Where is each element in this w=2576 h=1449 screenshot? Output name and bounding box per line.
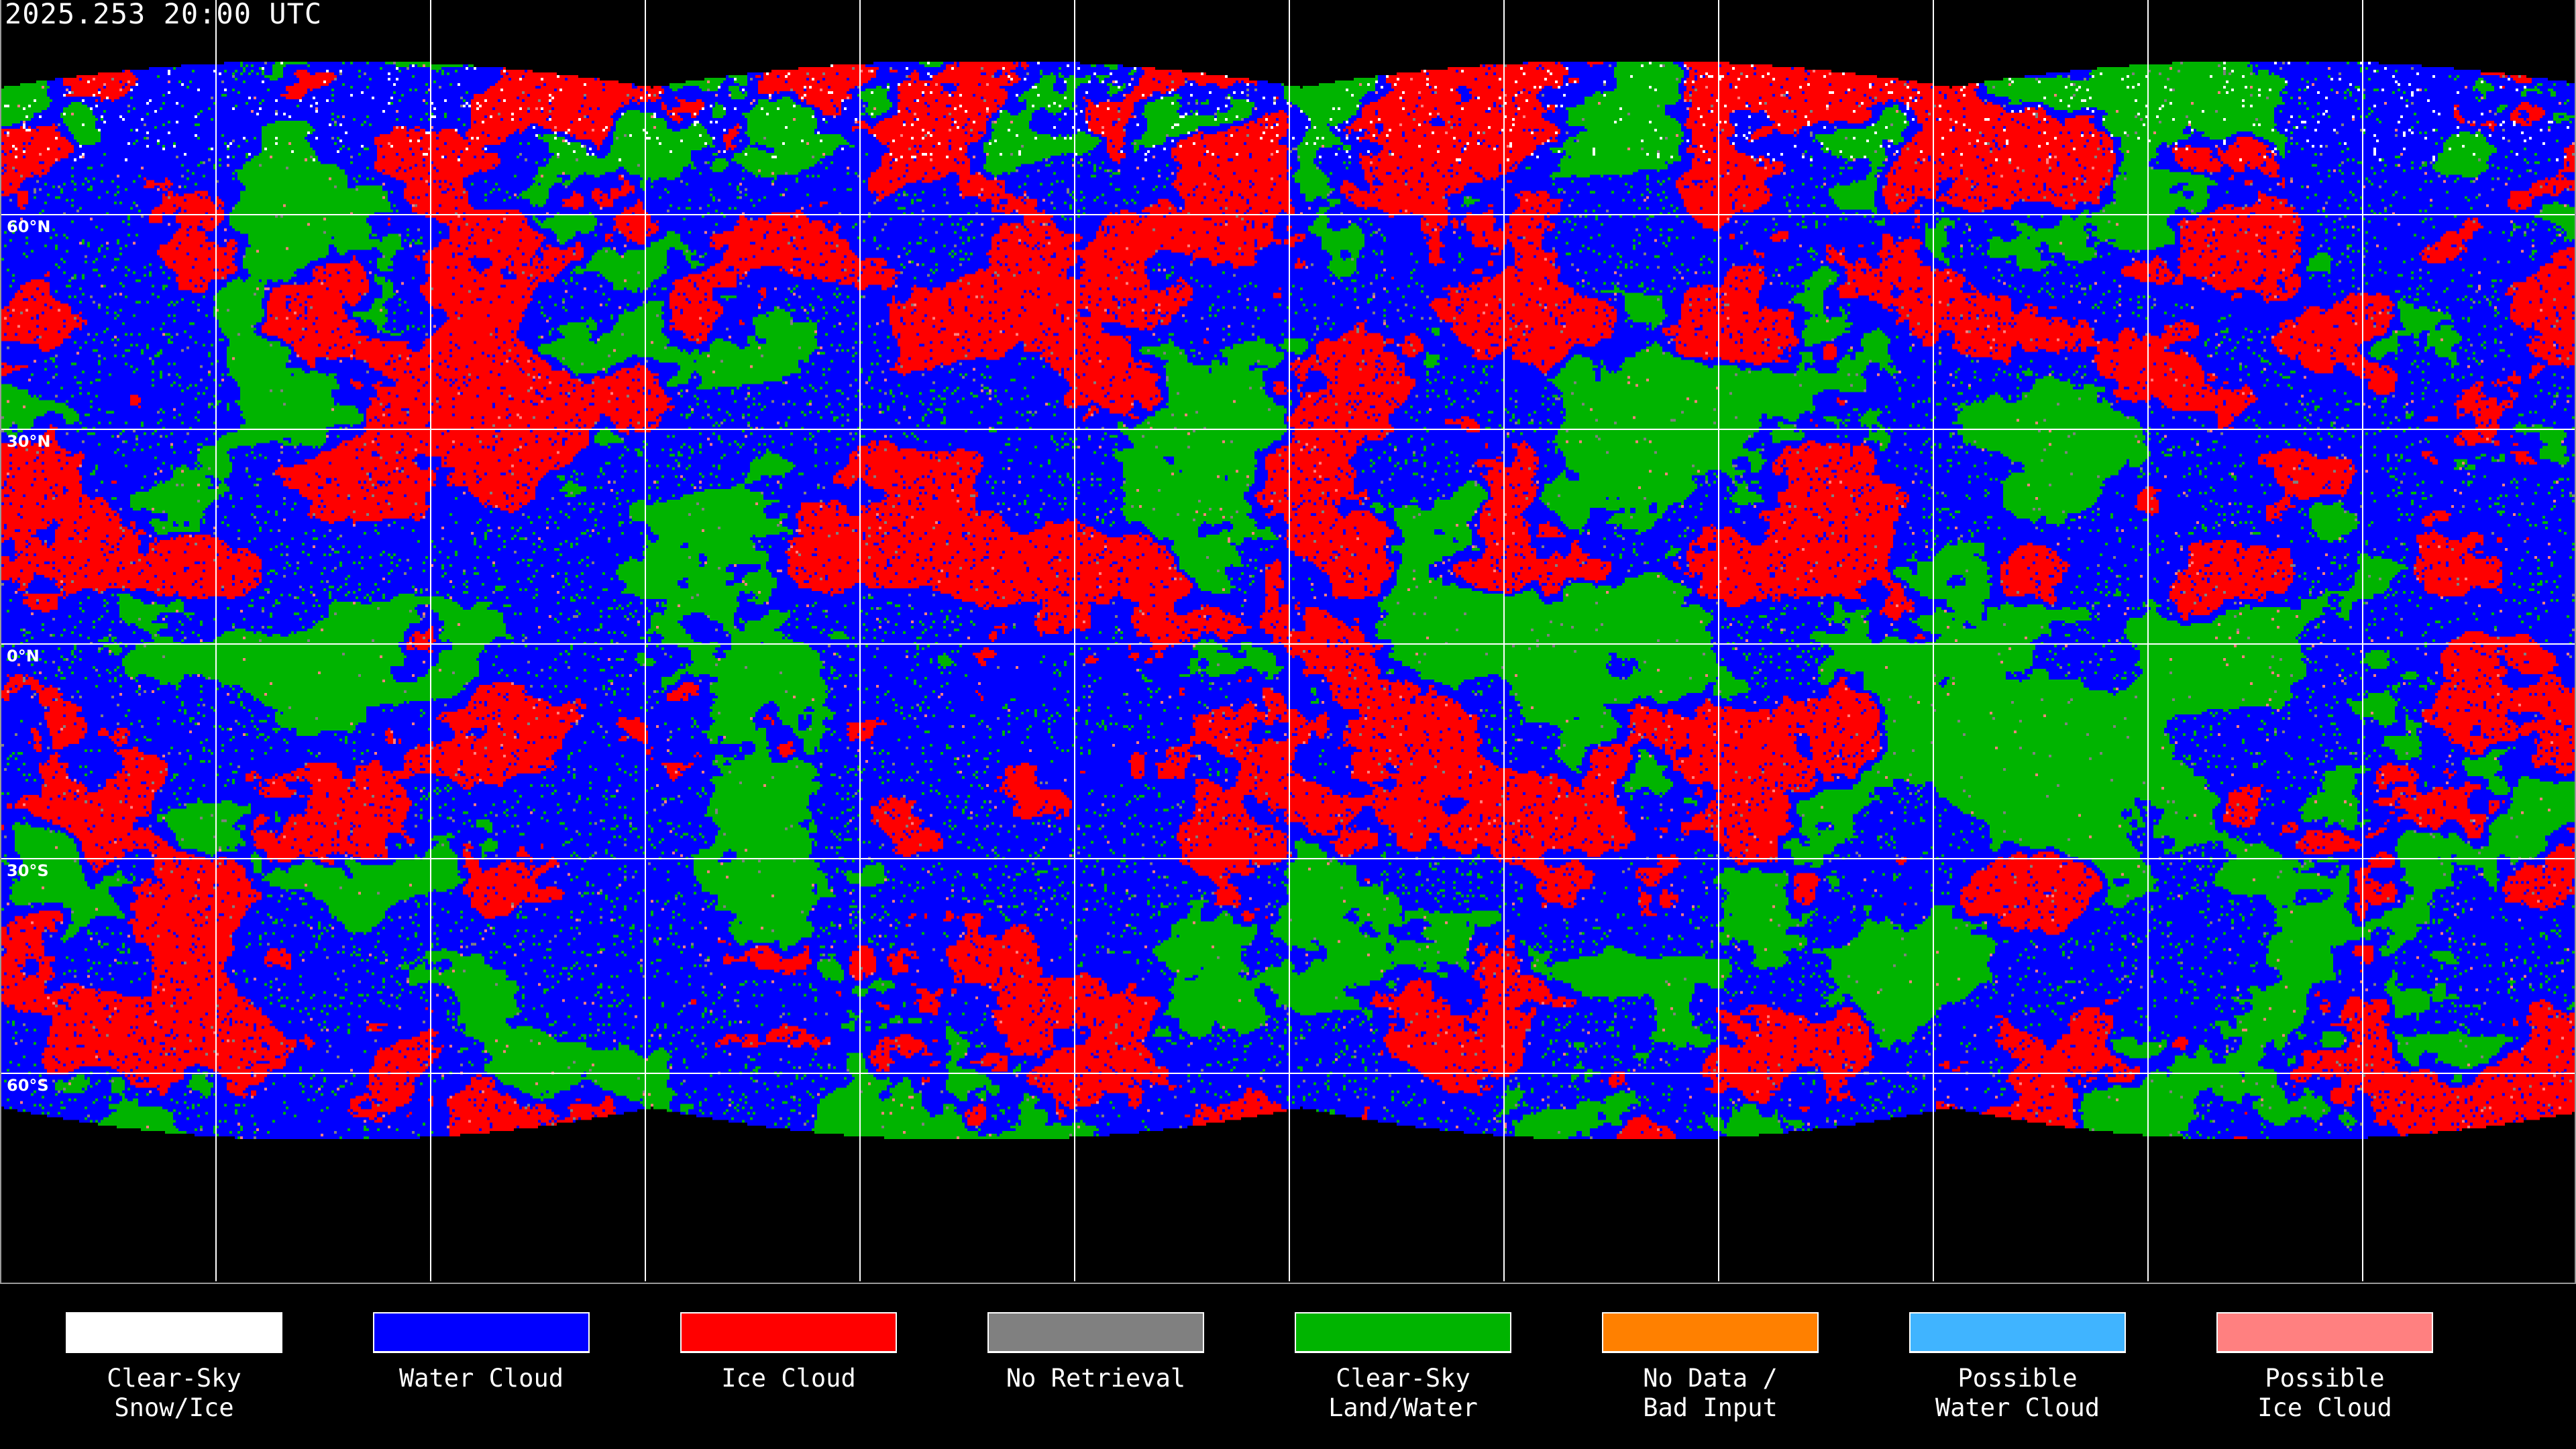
longitude-gridline <box>859 0 861 1281</box>
legend-item-water-cloud: Water Cloud <box>373 1312 590 1393</box>
latitude-gridline <box>1 214 2575 215</box>
lat-label-30s: 30°S <box>7 861 49 880</box>
longitude-gridline <box>1074 0 1075 1281</box>
lat-label-60s: 60°S <box>7 1076 49 1095</box>
legend-label: Clear-Sky Land/Water <box>1328 1364 1478 1422</box>
legend-label: Clear-Sky Snow/Ice <box>107 1364 241 1422</box>
legend-label: Possible Ice Cloud <box>2257 1364 2392 1422</box>
legend-item-ice-cloud: Ice Cloud <box>680 1312 897 1393</box>
cloud-phase-map: 60°N 30°N 0°N 30°S 60°S 2025.253 20:00 U… <box>0 0 2576 1284</box>
legend-label: Water Cloud <box>398 1364 564 1393</box>
legend-item-possible-ice-cloud: Possible Ice Cloud <box>2216 1312 2433 1423</box>
latitude-gridline <box>1 643 2575 645</box>
legend-item-no-retrieval: No Retrieval <box>987 1312 1204 1393</box>
legend-item-clear-sky-land-water: Clear-Sky Land/Water <box>1295 1312 1511 1423</box>
longitude-gridline <box>645 0 646 1281</box>
legend-swatch <box>2216 1312 2433 1353</box>
legend-item-possible-water-cloud: Possible Water Cloud <box>1909 1312 2126 1423</box>
longitude-gridline <box>1718 0 1719 1281</box>
longitude-gridline <box>1933 0 1934 1281</box>
lat-label-60n: 60°N <box>7 217 51 236</box>
legend-item-no-data-bad-input: No Data / Bad Input <box>1602 1312 1819 1423</box>
latitude-gridline <box>1 429 2575 430</box>
legend-swatch <box>66 1312 282 1353</box>
legend-label: No Retrieval <box>1006 1364 1186 1393</box>
longitude-gridline <box>2147 0 2149 1281</box>
timestamp-title: 2025.253 20:00 UTC <box>5 0 323 30</box>
legend-swatch <box>1909 1312 2126 1353</box>
longitude-gridline <box>215 0 217 1281</box>
latitude-gridline <box>1 858 2575 859</box>
legend-label: No Data / Bad Input <box>1643 1364 1778 1422</box>
longitude-gridline <box>430 0 431 1281</box>
legend-swatch <box>1295 1312 1511 1353</box>
longitude-gridline <box>1503 0 1505 1281</box>
legend-swatch <box>373 1312 590 1353</box>
legend-swatch <box>1602 1312 1819 1353</box>
lat-label-equator: 0°N <box>7 647 40 665</box>
legend-swatch <box>680 1312 897 1353</box>
legend-item-clear-sky-snow-ice: Clear-Sky Snow/Ice <box>66 1312 282 1423</box>
legend-label: Ice Cloud <box>721 1364 856 1393</box>
lat-label-30n: 30°N <box>7 432 51 451</box>
legend-label: Possible Water Cloud <box>1935 1364 2100 1422</box>
legend-swatch <box>987 1312 1204 1353</box>
longitude-gridline <box>2362 0 2363 1281</box>
longitude-gridline <box>1289 0 1290 1281</box>
latitude-gridline <box>1 1073 2575 1074</box>
